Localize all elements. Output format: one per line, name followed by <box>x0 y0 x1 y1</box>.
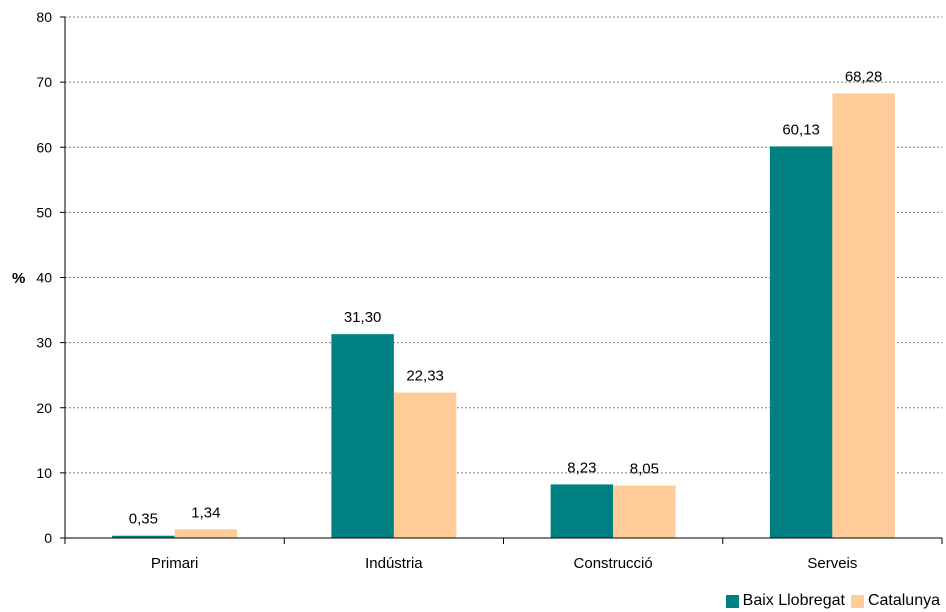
bar-catalunya <box>832 93 895 538</box>
x-category-label: Construcció <box>574 555 653 572</box>
data-labels: 0,35 1,34 31,30 22,33 8,23 8,05 60,13 68,28 <box>129 68 883 527</box>
legend: Baix Llobregat Catalunya <box>720 592 940 610</box>
data-label: 0,35 <box>129 511 158 528</box>
bar-catalunya <box>393 392 457 538</box>
axes: 0 10 20 30 40 50 60 70 80 Primari Indústria Constru… <box>36 9 943 572</box>
bar-baix-llobregat <box>331 334 394 538</box>
legend-label: Catalunya <box>867 592 940 609</box>
legend-swatch <box>725 594 739 608</box>
bars <box>112 93 895 538</box>
data-label: 22,33 <box>406 368 444 385</box>
legend-item-baix-llobregat: Baix Llobregat <box>725 592 845 610</box>
data-label: 68,28 <box>845 68 883 85</box>
y-tick-label: 50 <box>36 204 52 220</box>
y-tick-label: 20 <box>36 400 52 416</box>
data-label: 8,23 <box>567 459 596 476</box>
bar-baix-llobregat <box>769 146 833 538</box>
y-tick-label: 40 <box>36 270 52 286</box>
y-tick-label: 70 <box>36 74 52 90</box>
y-tick-label: 30 <box>36 335 52 351</box>
data-label: 31,30 <box>344 309 382 326</box>
y-tick-label: 80 <box>36 9 52 25</box>
y-tick-label: 60 <box>36 139 52 155</box>
legend-label: Baix Llobregat <box>742 592 845 609</box>
bar-catalunya <box>613 485 676 538</box>
x-category-label: Primari <box>151 555 199 572</box>
bar-baix-llobregat <box>112 535 175 538</box>
legend-item-catalunya: Catalunya <box>850 592 940 610</box>
y-tick-label: 10 <box>36 465 52 481</box>
bar-catalunya <box>174 529 238 538</box>
x-category-label: Serveis <box>807 555 857 572</box>
x-category-label: Indústria <box>365 555 423 572</box>
y-axis-label: % <box>12 270 25 287</box>
bar-baix-llobregat <box>550 484 614 538</box>
data-label: 1,34 <box>191 504 220 521</box>
data-label: 60,13 <box>782 121 820 138</box>
legend-swatch <box>850 594 864 608</box>
bar-chart: 0 10 20 30 40 50 60 70 80 Primari Indústria Constru… <box>12 9 943 572</box>
data-label: 8,05 <box>630 461 659 478</box>
y-tick-label: 0 <box>44 530 52 546</box>
